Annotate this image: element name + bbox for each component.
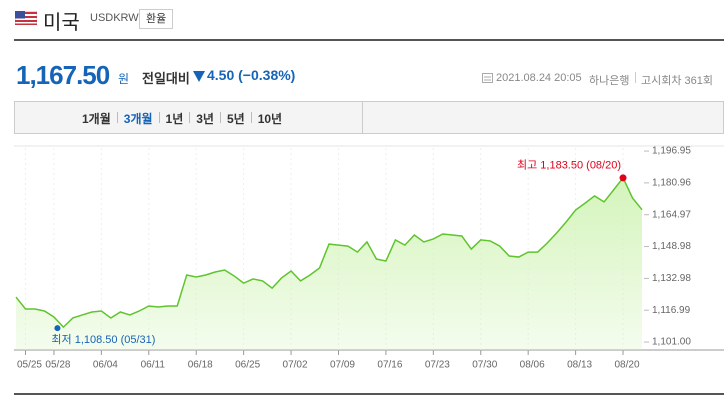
quote-date: 2021.08.24 20:05 xyxy=(496,72,582,84)
change-label: 전일대비 xyxy=(142,71,190,86)
chart: 1,101.00 1,116.99 1,132.98 1,148.98 1,164.97… xyxy=(14,145,724,371)
x-tick-label: 06/11 xyxy=(141,360,166,371)
area xyxy=(16,177,642,350)
tab-separator xyxy=(158,112,160,123)
y-tick-label: 1,164.97 xyxy=(652,209,691,220)
y-tick-label: 1,116.99 xyxy=(652,305,691,316)
min-marker xyxy=(54,325,61,332)
info-icon xyxy=(482,73,493,83)
min-label: 최저 1,108.50 (05/31) xyxy=(51,333,155,346)
period-tab[interactable]: 1개월 xyxy=(82,112,111,126)
max-marker xyxy=(619,174,627,182)
us-flag-icon xyxy=(15,11,37,25)
period-tab[interactable]: 3년 xyxy=(196,112,214,126)
y-tick-label: 1,196.95 xyxy=(652,146,691,157)
period-tab[interactable]: 3개월 xyxy=(123,112,153,126)
x-tick-label: 07/09 xyxy=(330,360,355,371)
separator xyxy=(635,72,636,83)
quote-round: 고시회차 361회 xyxy=(641,75,714,87)
header-divider xyxy=(14,39,724,41)
price-change: 4.50 (−0.38%) xyxy=(207,67,296,83)
x-tick-label: 08/20 xyxy=(615,360,640,371)
x-tick-label: 08/06 xyxy=(520,360,545,371)
period-tabs: 1개월 3개월 1년 3년 5년 10년 xyxy=(82,110,282,127)
x-tick-label: 08/13 xyxy=(567,360,592,371)
current-price: 1,167.50 xyxy=(16,60,110,90)
bank-name: 하나은행 xyxy=(589,75,630,87)
tab-separator xyxy=(250,112,252,123)
x-tick-label: 07/02 xyxy=(283,360,308,371)
x-tick-label: 06/25 xyxy=(235,360,260,371)
country-name: 미국 xyxy=(43,12,80,34)
tab-divider xyxy=(362,102,363,133)
rate-button[interactable]: 환율 xyxy=(139,9,174,29)
y-tick-label: 1,132.98 xyxy=(652,273,691,284)
y-tick-label: 1,180.96 xyxy=(652,178,691,189)
down-arrow-icon xyxy=(193,71,205,82)
x-tick-label: 05/28 xyxy=(45,360,70,371)
period-tab[interactable]: 1년 xyxy=(165,112,184,126)
period-tab[interactable]: 5년 xyxy=(226,112,245,126)
tab-separator xyxy=(189,112,191,123)
max-label: 최고 1,183.50 (08/20) xyxy=(517,159,621,172)
x-tick-label: 06/04 xyxy=(93,360,118,371)
currency-code: USDKRW xyxy=(90,12,139,24)
tab-separator xyxy=(219,112,221,123)
x-tick-label: 06/18 xyxy=(188,360,213,371)
footer-divider xyxy=(14,393,724,395)
tab-separator xyxy=(116,112,118,123)
y-tick-label: 1,101.00 xyxy=(652,337,691,348)
x-tick-label: 07/23 xyxy=(425,360,450,371)
price-unit: 원 xyxy=(118,72,130,86)
x-tick-label: 05/25 xyxy=(17,360,42,371)
line xyxy=(15,176,643,329)
x-tick-label: 07/30 xyxy=(472,360,497,371)
tab-bar xyxy=(14,101,724,134)
period-tab[interactable]: 10년 xyxy=(257,112,283,126)
x-tick-label: 07/16 xyxy=(377,360,402,371)
y-tick-label: 1,148.98 xyxy=(652,241,691,252)
